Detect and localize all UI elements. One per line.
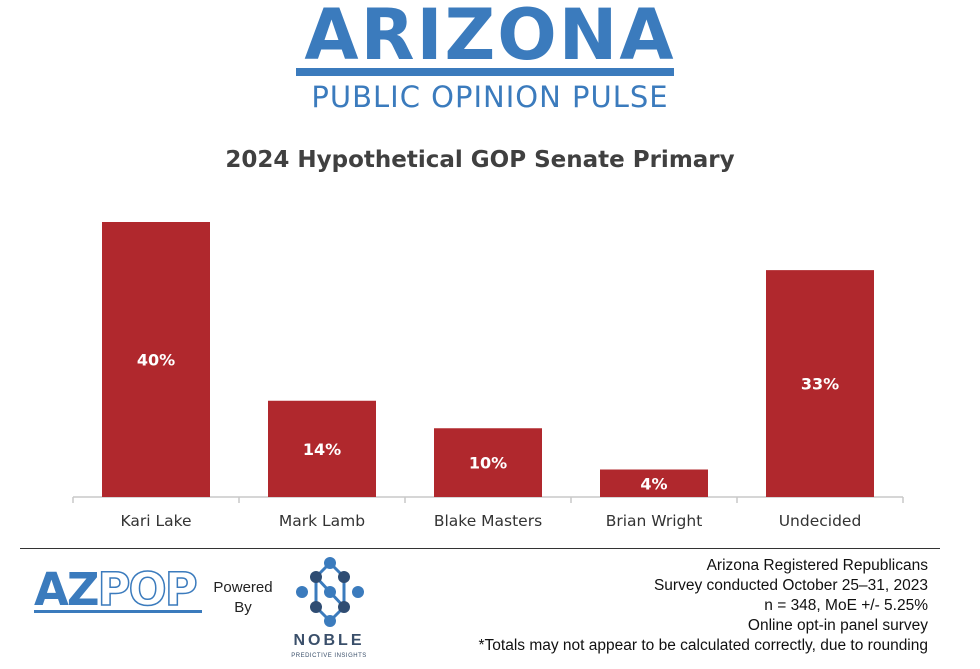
survey-note: *Totals may not appear to be calculated …: [478, 637, 928, 654]
x-tick-label: Brian Wright: [606, 512, 703, 530]
bar: [766, 270, 874, 497]
logo-rule: [296, 68, 674, 76]
chart-title: 2024 Hypothetical GOP Senate Primary: [225, 147, 735, 173]
data-label: 33%: [801, 375, 839, 394]
data-label: 10%: [469, 454, 507, 473]
x-tick-label: Undecided: [779, 512, 862, 530]
powered-line-1: Powered: [213, 579, 273, 596]
noble-subtitle: PREDICTIVE INSIGHTS: [291, 653, 367, 659]
logo-title: Arizona: [304, 0, 676, 76]
survey-note: n = 348, MoE +/- 5.25%: [764, 597, 928, 614]
x-tick-label: Mark Lamb: [279, 512, 365, 530]
azpop-logo: AZPOP: [34, 566, 198, 613]
x-tick-label: Kari Lake: [120, 512, 191, 530]
noble-logo-icon: [296, 557, 364, 627]
survey-notes: Arizona Registered Republicans Survey co…: [479, 556, 928, 656]
powered-by: Powered By: [210, 578, 276, 618]
azpop-logo-az: AZ: [34, 563, 99, 616]
azpop-logo-rule: [34, 610, 202, 613]
survey-note: Arizona Registered Republicans: [706, 557, 928, 574]
powered-line-2: By: [234, 599, 252, 616]
data-label: 4%: [640, 474, 667, 493]
bar-chart: 40% Kari Lake 14% Mark Lamb 10% Blake Masters…: [72, 222, 904, 530]
survey-note: Survey conducted October 25–31, 2023: [653, 577, 928, 594]
data-label: 14%: [303, 440, 341, 459]
data-label: 40%: [137, 351, 175, 370]
azpop-logo-pop: POP: [97, 563, 199, 616]
logo-subtitle: PUBLIC OPINION PULSE: [311, 80, 669, 114]
bar: [102, 222, 210, 497]
noble-name: NOBLE: [293, 632, 365, 649]
bar: [600, 469, 708, 497]
bar: [434, 428, 542, 497]
footer-divider: [20, 548, 940, 549]
bar: [268, 400, 376, 497]
survey-note: Online opt-in panel survey: [747, 617, 928, 634]
x-tick-label: Blake Masters: [434, 512, 542, 530]
